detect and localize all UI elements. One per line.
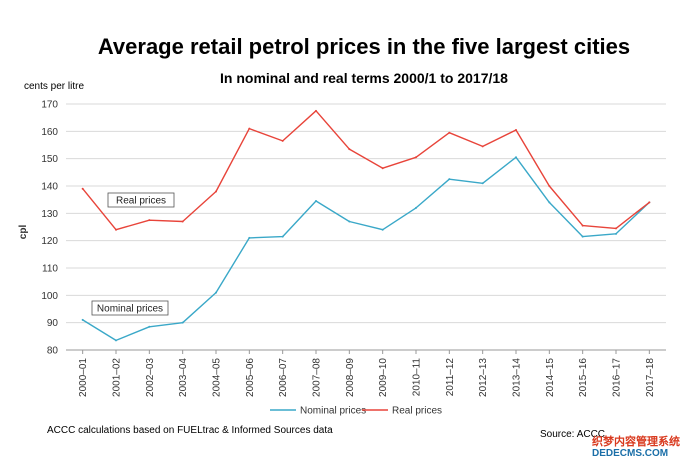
x-tick-label: 2011–12 [445,358,456,397]
series-lines [81,109,651,342]
data-point [381,167,384,170]
y-tick-label: 90 [47,318,59,329]
y-axis-title: cpl [18,225,29,240]
x-tick-label: 2007–08 [312,358,323,397]
data-point [515,156,517,159]
y-tick-label: 140 [41,182,58,193]
legend-label: Real prices [392,406,442,417]
source-note: Source: ACCC [540,429,606,440]
watermark-line-1: 织梦内容管理系统 [592,436,680,448]
x-tick-label: 2001–02 [112,358,123,397]
x-tick-label: 2014–15 [545,358,556,397]
data-point [448,178,451,181]
y-tick-label: 100 [41,291,58,302]
data-point [81,187,84,190]
x-tick-label: 2010–11 [412,358,423,397]
annotation-label: Nominal prices [97,304,163,315]
data-point [448,131,451,134]
chart-title: Average retail petrol prices in the five… [97,34,631,59]
x-tick-label: 2009–10 [378,358,389,397]
series-line [82,110,650,231]
data-point [415,156,417,159]
data-point [281,139,284,142]
y-tick-label: 170 [41,100,58,111]
x-tick-label: 2017–18 [645,358,656,397]
chart-subtitle: In nominal and real terms 2000/1 to 2017… [220,70,508,86]
legend: Nominal prices Real prices [270,406,442,417]
x-tick-label: 2002–03 [145,358,156,397]
data-point [615,227,617,230]
data-point [548,185,551,187]
watermark-line-2: DEDECMS.COM [592,448,669,459]
x-tick-label: 2005–06 [245,358,256,397]
y-axis-unit-label: cents per litre [24,81,85,92]
data-point [648,201,651,204]
x-tick-label: 2013–14 [512,358,523,397]
data-point [281,235,284,238]
y-tick-label: 130 [41,209,58,220]
data-point [215,190,217,193]
x-tick-label: 2004–05 [212,358,223,397]
x-tick-label: 2006–07 [278,358,289,397]
x-tick-label: 2015–16 [578,358,589,397]
data-point [115,228,117,231]
data-point [381,228,384,231]
data-point [315,200,317,203]
data-point [148,219,151,222]
series-line [82,156,650,342]
annotation-label: Real prices [116,196,166,207]
x-tick-label: 2008–09 [345,358,356,397]
data-point [181,321,184,324]
data-point [181,220,184,223]
annotations: Real prices Nominal prices [91,192,175,316]
data-point [248,127,251,130]
data-point [515,128,517,131]
data-point [315,109,317,112]
annotation-box [91,300,169,316]
legend-label: Nominal prices [300,406,366,417]
x-tick-label: 2012–13 [478,358,489,397]
axes: 80 90 100 110 120 130 140 150 160 170 2000–01 2001–… [41,100,666,397]
x-tick-label: 2003–04 [178,358,189,397]
y-tick-label: 110 [42,264,58,275]
data-point [581,235,584,238]
data-point [248,236,251,239]
data-point [481,145,484,148]
x-tick-label: 2000–01 [78,358,89,397]
data-point [115,339,117,342]
y-tick-label: 150 [41,154,58,165]
y-tick-label: 120 [41,236,58,247]
data-point [148,325,151,328]
data-point [415,206,417,209]
data-point [581,224,584,227]
data-point [481,182,484,185]
annotation-box [107,192,175,208]
data-point [548,201,551,204]
data-point [215,291,217,294]
x-tick-label: 2016–17 [612,358,623,397]
y-tick-label: 160 [41,127,58,138]
data-point [348,148,351,151]
data-point [348,220,351,223]
grid-lines [66,103,666,324]
y-tick-label: 80 [47,346,59,357]
data-point [81,318,84,321]
footnote: ACCC calculations based on FUELtrac & In… [47,425,333,436]
data-point [615,232,617,235]
